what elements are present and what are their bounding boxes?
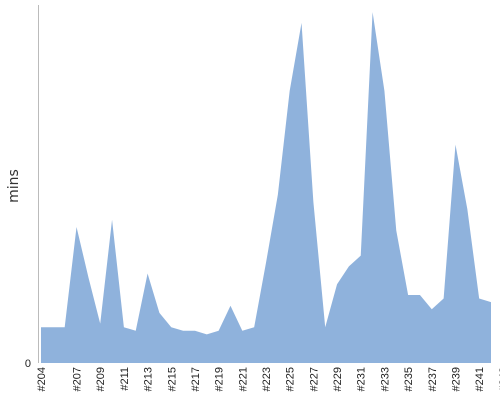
x-tick-label: #241 [474, 367, 486, 391]
x-tick-label: #243 [498, 367, 500, 391]
y-tick-labels: 0 [25, 358, 31, 370]
x-tick-label: #235 [403, 367, 415, 391]
x-tick-label: #225 [285, 367, 297, 391]
x-tick-label: #237 [427, 367, 439, 391]
x-tick-label: #211 [119, 367, 131, 391]
series-area [41, 12, 491, 363]
x-tick-labels: #204 #207 #209 #211 #213 #215 #217 #219 #221 #223… [36, 367, 500, 391]
x-tick-label: #229 [332, 367, 344, 391]
x-tick-label: #219 [214, 367, 226, 391]
x-tick-label: #223 [261, 367, 273, 391]
x-tick-label: #233 [379, 367, 391, 391]
x-tick-label: #209 [95, 367, 107, 391]
x-tick-label: #221 [237, 367, 249, 391]
y-tick-label: 0 [25, 358, 31, 370]
x-tick-label: #213 [143, 367, 155, 391]
x-tick-label: #217 [190, 367, 202, 391]
x-tick-label: #227 [308, 367, 320, 391]
x-tick-label: #207 [72, 367, 84, 391]
y-axis-label: mins [6, 169, 22, 203]
plot-area [41, 12, 491, 363]
x-tick-label: #215 [166, 367, 178, 391]
x-tick-label: #231 [356, 367, 368, 391]
x-tick-label: #204 [36, 367, 48, 391]
x-tick-label: #239 [450, 367, 462, 391]
